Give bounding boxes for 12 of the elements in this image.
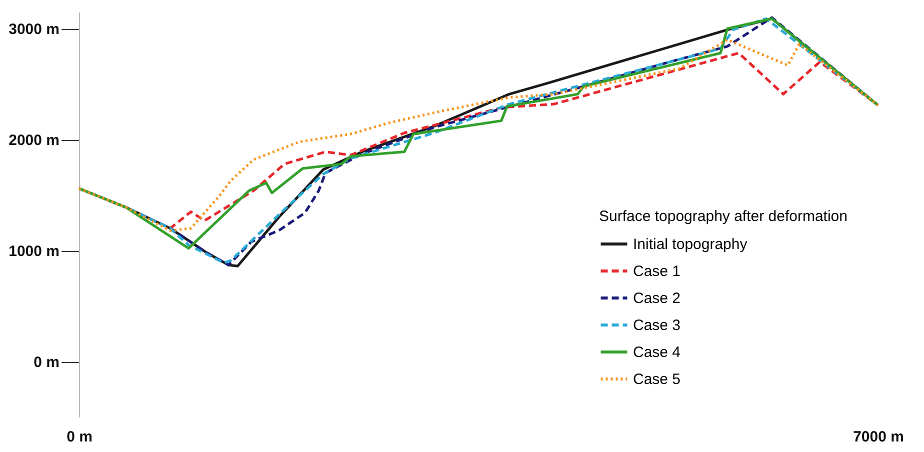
legend-label: Case 3: [633, 317, 681, 334]
y-tick-label: 1000 m: [8, 243, 60, 260]
legend-label: Case 5: [633, 371, 681, 388]
y-tick-label: 3000 m: [8, 21, 60, 38]
legend-label: Case 1: [633, 263, 681, 280]
legend-title: Surface topography after deformation: [599, 208, 848, 225]
y-tick-label: 0 m: [34, 354, 60, 372]
legend-label: Initial topography: [633, 236, 748, 253]
y-tick-label: 2000 m: [8, 132, 60, 150]
x-tick-label: 7000 m: [853, 428, 904, 446]
legend-label: Case 2: [633, 290, 681, 307]
legend-label: Case 4: [633, 344, 681, 361]
